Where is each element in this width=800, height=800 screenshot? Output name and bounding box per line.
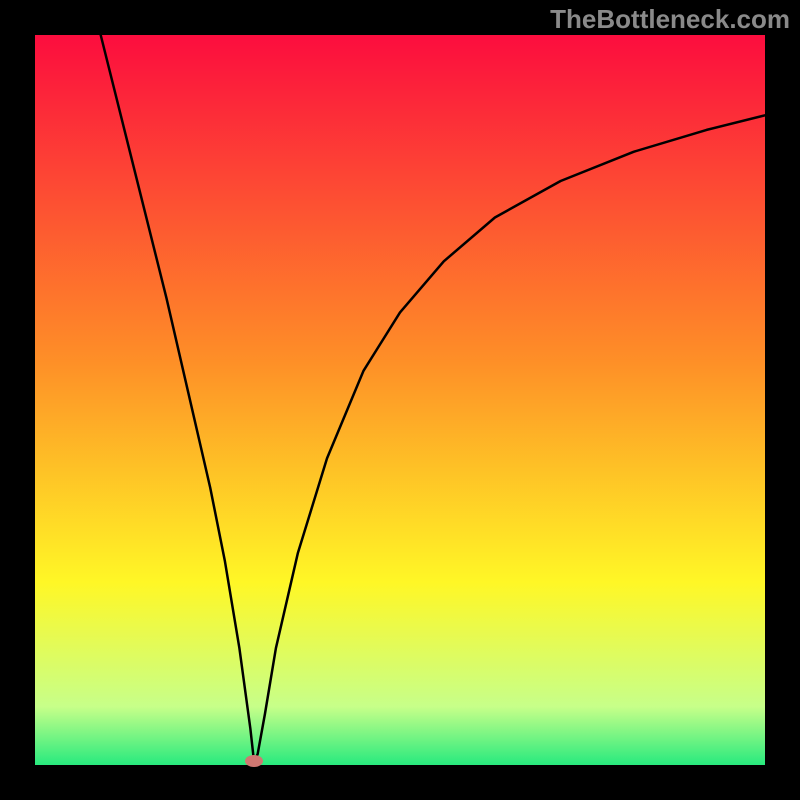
- chart-container: TheBottleneck.com: [0, 0, 800, 800]
- watermark-text: TheBottleneck.com: [550, 4, 790, 35]
- minimum-marker: [245, 755, 263, 767]
- plot-area: [35, 35, 765, 765]
